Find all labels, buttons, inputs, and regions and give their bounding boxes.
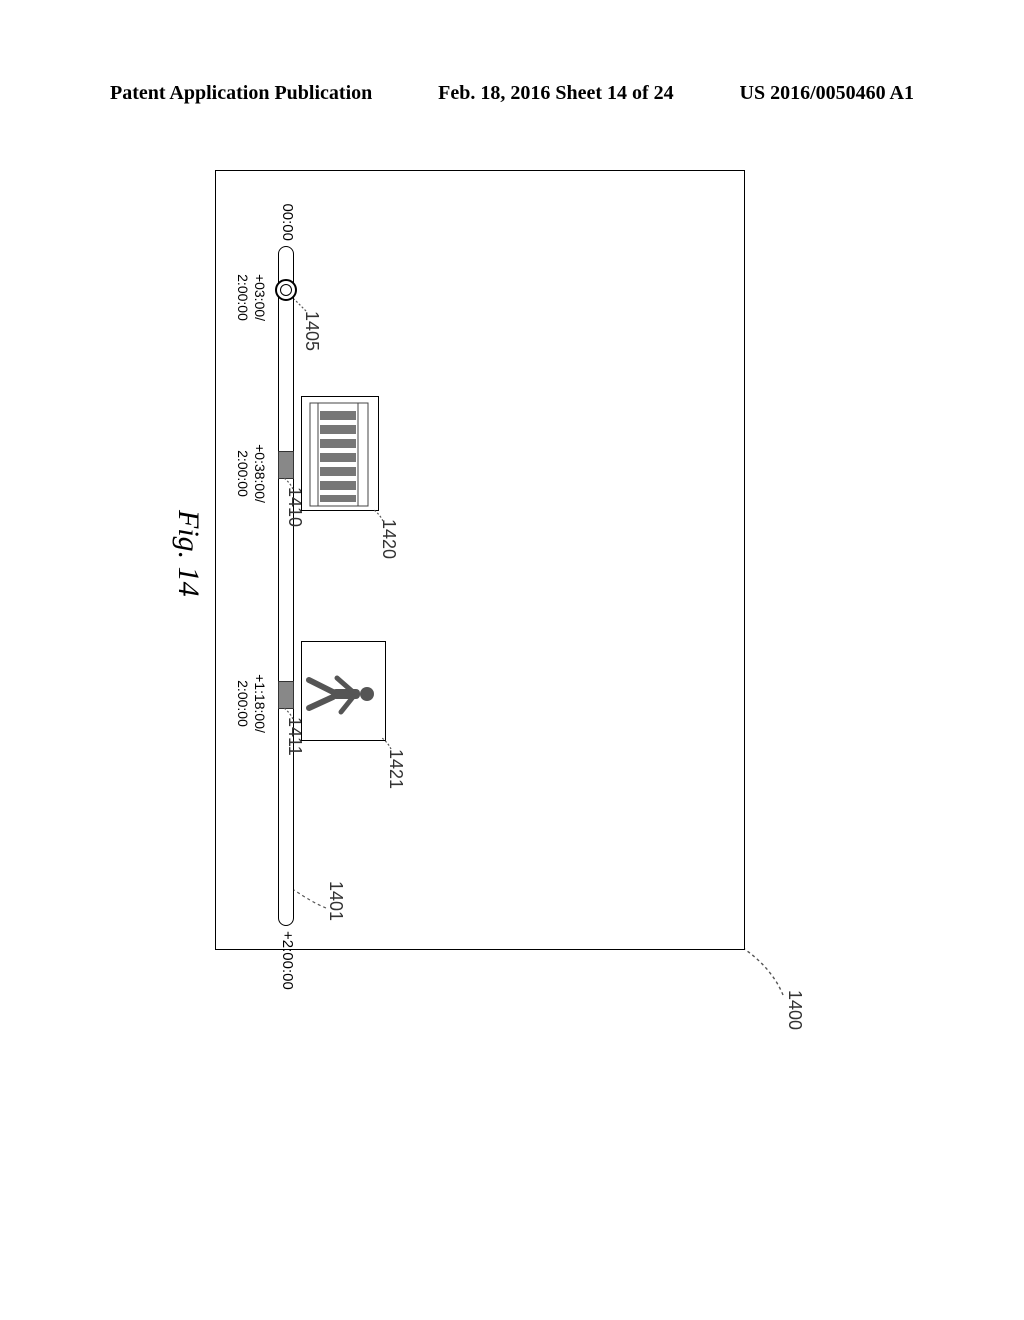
thumb-1420-art [300, 397, 378, 512]
timeline-end-label: +2:00:00 [279, 931, 296, 990]
time-pair-1405: +03:00/ 2:00:00 [234, 255, 268, 340]
page: Patent Application Publication Feb. 18, … [0, 0, 1024, 1320]
time-top-1411: +1:18:00/ [251, 656, 268, 751]
page-header: Patent Application Publication Feb. 18, … [0, 82, 1024, 105]
header-center: Feb. 18, 2016 Sheet 14 of 24 [438, 82, 674, 105]
timeline-start-label: 00:00 [279, 189, 296, 241]
ref-1400: 1400 [784, 990, 805, 1030]
marker-1410[interactable] [278, 451, 294, 479]
marker-1411[interactable] [278, 681, 294, 709]
ref-1420: 1420 [378, 519, 399, 559]
leader-1410 [282, 477, 294, 491]
leader-1400 [725, 940, 785, 1010]
leader-1411 [282, 707, 294, 721]
ref-1405: 1405 [301, 311, 322, 351]
header-right: US 2016/0050460 A1 [740, 82, 914, 105]
thumb-1420 [301, 396, 379, 511]
time-top-1410: +0:38:00/ [251, 426, 268, 521]
header-left: Patent Application Publication [110, 82, 372, 105]
timeline-track[interactable] [278, 246, 294, 926]
time-bot-1410: 2:00:00 [234, 426, 251, 521]
ref-1401: 1401 [325, 881, 346, 921]
leader-1401 [290, 886, 328, 926]
figure-caption: Fig. 14 [171, 510, 205, 597]
time-bot-1411: 2:00:00 [234, 656, 251, 751]
frame-1400: 00:00 +2:00:00 1401 1405 +03:00/ 2:00:00… [215, 170, 745, 950]
time-pair-1411: +1:18:00/ 2:00:00 [234, 656, 268, 751]
ref-1421: 1421 [385, 749, 406, 789]
time-pair-1410: +0:38:00/ 2:00:00 [234, 426, 268, 521]
leader-1421 [380, 737, 392, 753]
thumb-1421 [301, 641, 386, 741]
leader-1420 [372, 509, 384, 525]
time-bot-1405: 2:00:00 [234, 255, 251, 340]
thumb-1421-art [300, 642, 385, 742]
figure-rotated-group: 1400 00:00 +2:00:00 1401 1405 [175, 170, 765, 1050]
leader-1405 [290, 297, 308, 317]
time-top-1405: +03:00/ [251, 255, 268, 340]
